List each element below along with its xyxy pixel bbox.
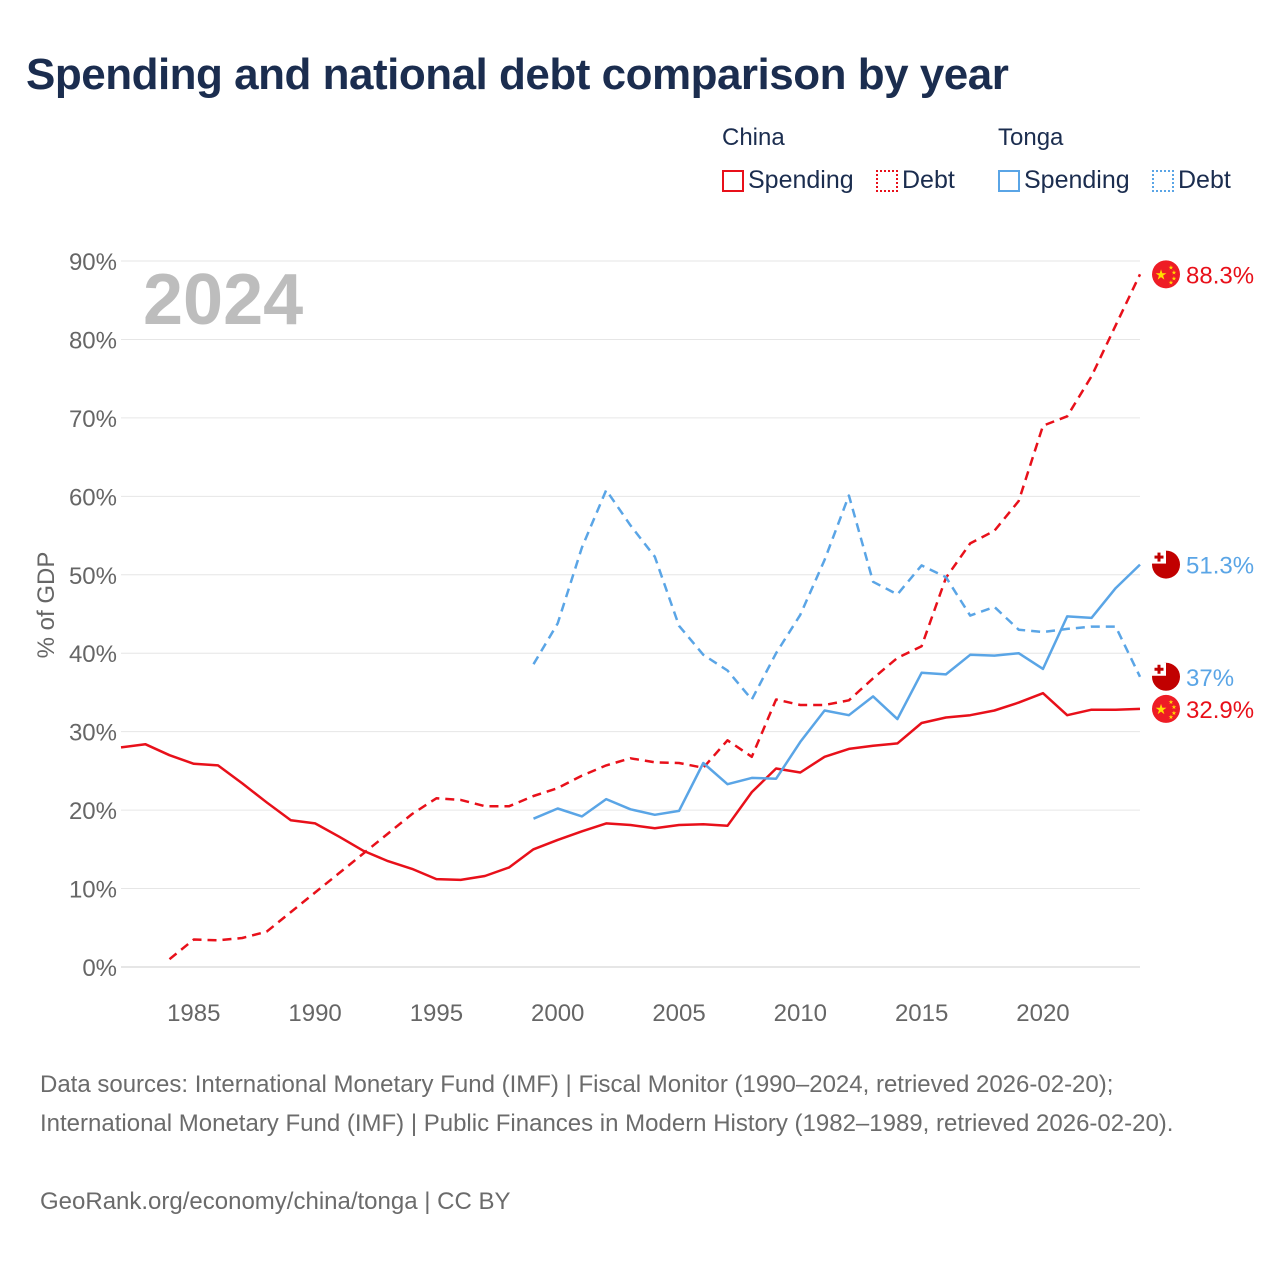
end-label-tonga-debt: 37% [1186, 665, 1234, 692]
footer-credit: GeoRank.org/economy/china/tonga | CC BY [40, 1188, 511, 1215]
end-label-tonga-spending: 51.3% [1186, 553, 1254, 580]
legend-swatch-china-debt [876, 169, 898, 192]
china-flag-small-star: ★ [1168, 714, 1173, 721]
y-tick-label: 50% [69, 563, 117, 590]
end-label-china-debt: 88.3% [1186, 262, 1254, 289]
y-tick-label: 40% [69, 641, 117, 668]
end-label-china-spending: 32.9% [1186, 697, 1254, 724]
y-tick-label: 70% [69, 406, 117, 433]
data-sources: Data sources: International Monetary Fun… [40, 1071, 1174, 1137]
china-flag-icon [1152, 260, 1180, 289]
tonga-flag-cross-h [1154, 667, 1164, 671]
y-tick-label: 10% [69, 877, 117, 904]
chart-title: Spending and national debt comparison by… [26, 50, 1009, 99]
x-tick-label: 2010 [774, 1000, 827, 1027]
series-end-labels: ★ ★★★★ 32.9%★ ★★★★ 88.3%51.3%37% [1152, 260, 1254, 724]
series-line-tonga-spending[interactable] [533, 563, 1141, 820]
china-flag-small-star: ★ [1171, 710, 1176, 717]
china-flag-icon [1152, 694, 1180, 723]
tonga-flag-cross-h [1154, 555, 1164, 559]
series-lines [120, 273, 1142, 961]
legend-swatch-tonga-debt [1152, 169, 1174, 192]
series-line-china-spending[interactable] [120, 691, 1141, 882]
x-tick-label: 2020 [1016, 1000, 1069, 1027]
y-axis-ticks: 0% 10% 20% 30% 40% 50% 60% 70% 80% 90% [69, 249, 117, 982]
y-tick-label: 80% [69, 327, 117, 354]
china-flag-small-star: ★ [1171, 269, 1176, 276]
legend-swatch-tonga-spending [998, 169, 1020, 192]
grid-lines [121, 260, 1140, 968]
y-tick-label: 0% [82, 955, 117, 982]
china-flag-small-star: ★ [1168, 279, 1173, 286]
series-line-china-debt[interactable] [168, 273, 1142, 961]
x-tick-label: 1995 [410, 1000, 463, 1027]
y-tick-label: 20% [69, 798, 117, 825]
legend-china-spending[interactable]: Spending [722, 166, 854, 195]
china-flag-small-star: ★ [1171, 275, 1176, 282]
x-tick-label: 2005 [652, 1000, 705, 1027]
year-watermark: 2024 [143, 260, 303, 340]
y-tick-label: 60% [69, 484, 117, 511]
legend-label-tonga-debt: Debt [1178, 166, 1231, 194]
x-axis-ticks: 1985 1990 1995 2000 2005 2010 2015 2020 [167, 1000, 1070, 1027]
x-tick-label: 1990 [288, 1000, 341, 1027]
y-axis-label: % of GDP [33, 552, 60, 659]
legend-china-debt[interactable]: Debt [876, 166, 955, 195]
line-chart: 0%10%20%30%40%50%60%70%80%90% 1985 1990 19… [33, 249, 1254, 1027]
x-tick-label: 1985 [167, 1000, 220, 1027]
legend-swatch-china-spending [722, 169, 744, 192]
legend-group-tonga: Tonga [998, 124, 1064, 151]
china-flag-star: ★ [1155, 702, 1168, 718]
china-flag-star: ★ [1155, 267, 1168, 283]
legend-label-china-spending: Spending [748, 166, 854, 194]
legend-group-china: China [722, 124, 785, 151]
china-flag-small-star: ★ [1168, 699, 1173, 706]
china-flag-small-star: ★ [1171, 704, 1176, 711]
x-tick-label: 2015 [895, 1000, 948, 1027]
legend-label-china-debt: Debt [902, 166, 955, 194]
x-tick-label: 2000 [531, 1000, 584, 1027]
series-line-tonga-debt[interactable] [532, 488, 1142, 701]
y-tick-label: 30% [69, 720, 117, 747]
legend-tonga-spending[interactable]: Spending [998, 166, 1130, 195]
china-flag-small-star: ★ [1168, 264, 1173, 271]
legend-label-tonga-spending: Spending [1024, 166, 1130, 194]
legend-tonga-debt[interactable]: Debt [1152, 166, 1231, 195]
y-tick-label: 90% [69, 249, 117, 276]
